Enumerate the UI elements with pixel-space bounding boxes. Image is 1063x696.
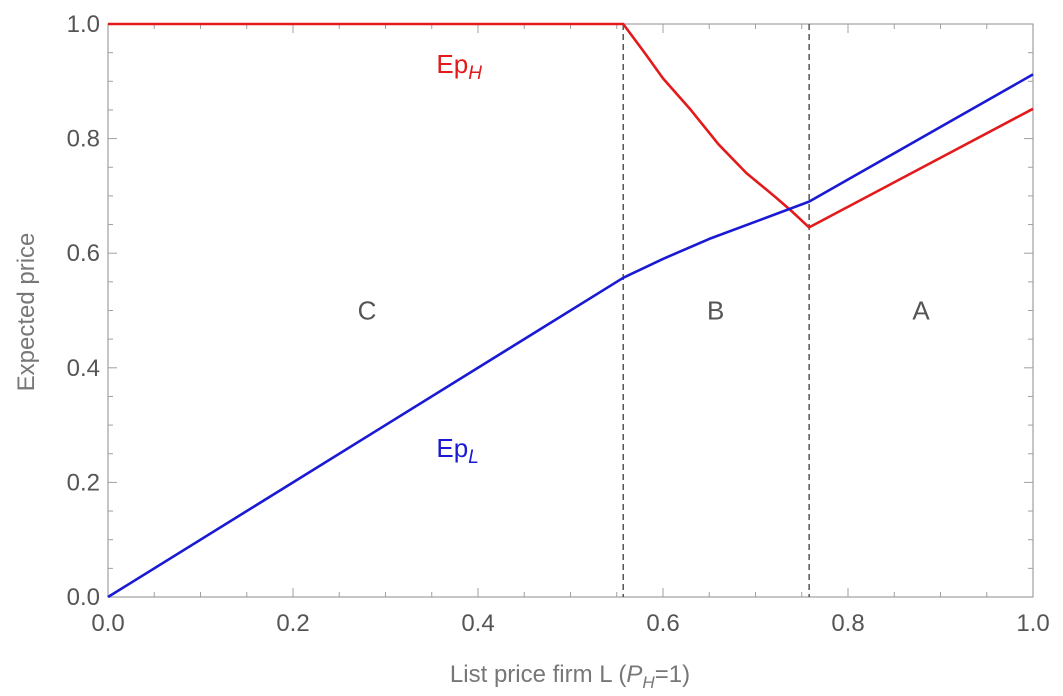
- x-tick-label: 0.0: [91, 610, 124, 637]
- region-label-A: A: [912, 296, 930, 326]
- x-axis-label-tail: =1): [655, 661, 690, 688]
- x-tick-label: 0.4: [461, 610, 494, 637]
- series-label-subscript: L: [468, 447, 479, 468]
- region-label-C: C: [358, 296, 377, 326]
- y-tick-label: 0.4: [67, 355, 100, 382]
- series-line-EpH: [108, 22, 1034, 229]
- x-tick-label: 0.8: [831, 610, 864, 637]
- x-axis-label-main: List price firm L (: [450, 661, 626, 688]
- x-tick-label: 0.6: [646, 610, 679, 637]
- region-dividers: [622, 24, 810, 597]
- series-line-EpL: [107, 73, 1034, 599]
- series-label-EpL: EpL: [436, 433, 478, 468]
- series-lines: [107, 22, 1034, 599]
- series-label-subscript: H: [468, 63, 482, 84]
- x-axis-label-subscript: H: [642, 673, 655, 692]
- region-label-B: B: [707, 296, 724, 326]
- y-tick-label: 0.6: [67, 240, 100, 267]
- y-tick-label: 0.8: [67, 126, 100, 153]
- series-label-main: Ep: [436, 49, 468, 79]
- x-tick-label: 0.2: [276, 610, 309, 637]
- x-tick-label: 1.0: [1016, 610, 1049, 637]
- y-tick-label: 1.0: [67, 11, 100, 38]
- series-label-EpH: EpH: [436, 49, 482, 84]
- y-axis-ticks: 0.0 0.2 0.4 0.6 0.8 1.0: [67, 11, 1033, 611]
- y-axis-label: Expected price: [13, 233, 40, 392]
- y-tick-label: 0.0: [67, 584, 100, 611]
- x-axis-ticks: 0.0 0.2 0.4 0.6 0.8 1.0: [91, 24, 1050, 637]
- x-axis-label: List price firm L (PH=1): [450, 661, 690, 692]
- y-tick-label: 0.2: [67, 469, 100, 496]
- x-axis-label-symbol: P: [626, 661, 642, 688]
- series-label-main: Ep: [436, 433, 468, 463]
